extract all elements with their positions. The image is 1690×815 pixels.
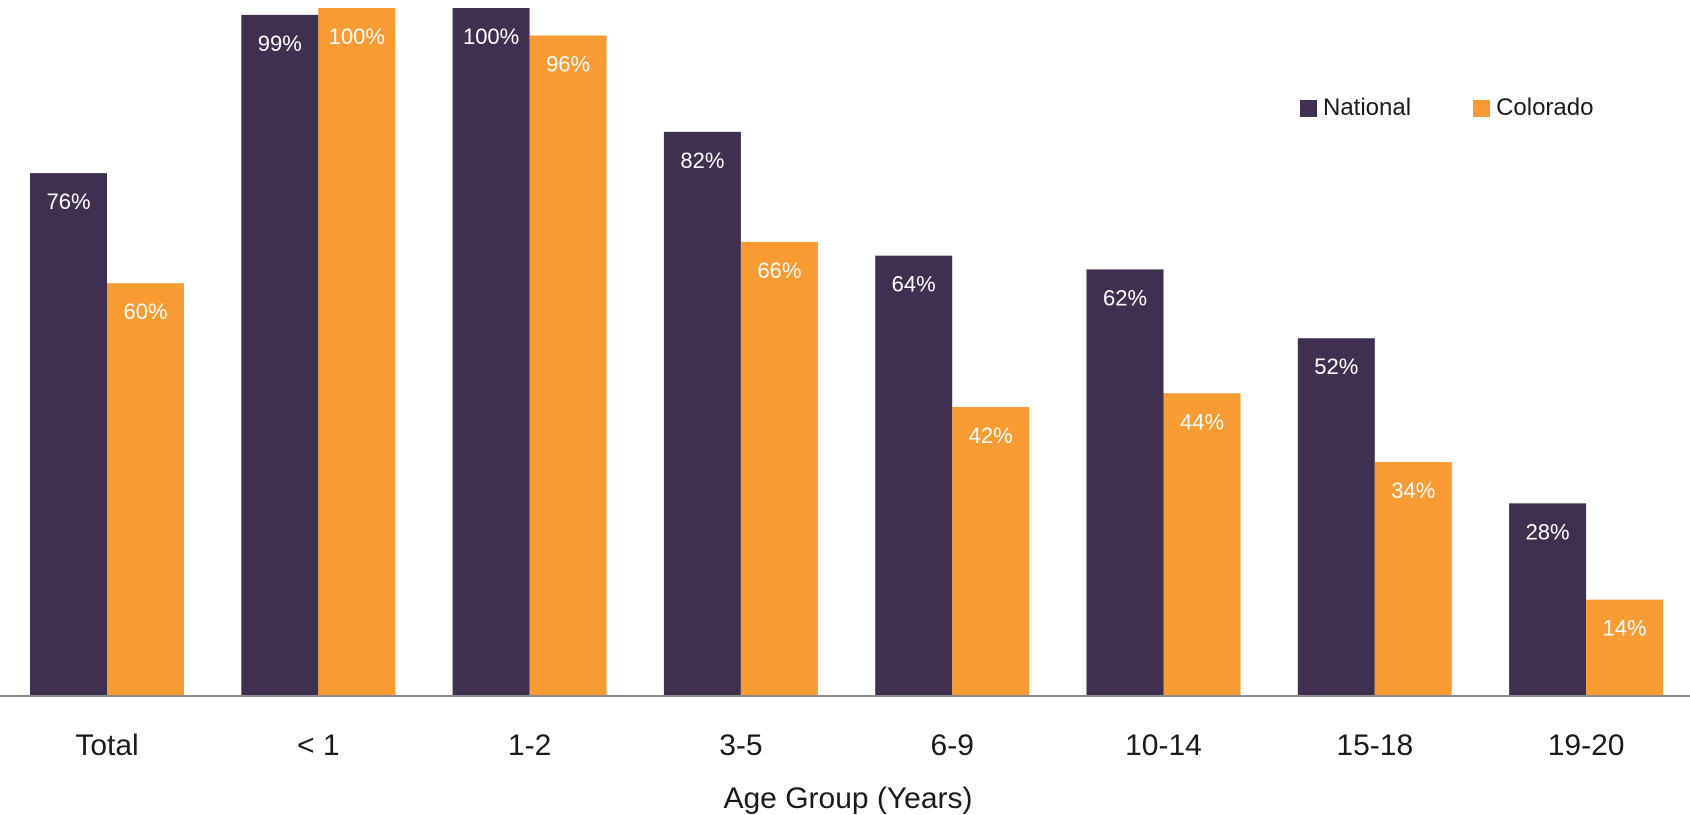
bar-colorado-0: [107, 283, 184, 696]
bar-labels-group: 76% 60% 99% 100% 100% 96% 82% 66% 64% 42% 62% 44% 52…: [46, 24, 1646, 641]
bars-group: [30, 8, 1664, 697]
data-label-national-2: 100%: [463, 24, 519, 49]
x-axis-title: Age Group (Years): [723, 782, 972, 815]
bar-national-0: [30, 173, 107, 696]
data-label-colorado-4: 42%: [969, 423, 1013, 448]
bar-colorado-7: [1586, 599, 1664, 696]
data-label-colorado-0: 60%: [123, 299, 167, 324]
x-tick-label-5: 10-14: [1125, 729, 1202, 762]
data-label-national-6: 52%: [1314, 354, 1358, 379]
bar-national-3: [663, 131, 741, 697]
legend-label-colorado: Colorado: [1496, 94, 1594, 121]
bar-national-7: [1509, 503, 1587, 696]
bar-national-6: [1297, 338, 1375, 696]
legend-swatch-colorado: [1473, 99, 1491, 117]
legend-swatch-national: [1300, 99, 1317, 117]
data-label-national-3: 82%: [680, 148, 724, 173]
data-label-colorado-3: 66%: [757, 258, 801, 283]
bar-colorado-2: [529, 35, 607, 696]
legend-item-national: National: [1300, 94, 1411, 122]
x-tick-label-6: 15-18: [1336, 729, 1413, 762]
x-tick-label-4: 6-9: [931, 729, 974, 762]
data-label-colorado-6: 34%: [1391, 478, 1435, 503]
data-label-colorado-1: 100%: [329, 24, 385, 49]
bar-national-1: [241, 14, 319, 696]
bar-colorado-6: [1374, 462, 1452, 696]
x-tick-label-7: 19-20: [1548, 729, 1625, 762]
data-label-national-0: 76%: [46, 189, 90, 214]
bar-colorado-4: [952, 407, 1030, 696]
bar-national-4: [875, 255, 953, 696]
x-tick-label-3: 3-5: [719, 729, 762, 762]
x-tick-label-2: 1-2: [508, 729, 551, 762]
bar-colorado-5: [1163, 393, 1241, 696]
data-label-colorado-5: 44%: [1180, 409, 1224, 434]
x-tick-labels: Total < 1 1-2 3-5 6-9 10-14 15-18 19-20: [75, 729, 1624, 762]
data-label-national-5: 62%: [1103, 285, 1147, 310]
legend-label-national: National: [1323, 94, 1412, 121]
bar-colorado-3: [740, 241, 818, 697]
x-tick-label-1: < 1: [297, 729, 340, 762]
legend: National Colorado: [1300, 94, 1593, 122]
data-label-national-7: 28%: [1526, 519, 1570, 544]
data-label-colorado-2: 96%: [546, 52, 590, 77]
bar-national-5: [1086, 269, 1164, 696]
bar-national-2: [452, 8, 530, 696]
legend-item-colorado: Colorado: [1473, 94, 1593, 122]
x-tick-label-0: Total: [75, 729, 138, 762]
bar-colorado-1: [318, 8, 396, 696]
data-label-national-1: 99%: [258, 31, 302, 56]
data-label-colorado-7: 14%: [1603, 616, 1647, 641]
data-label-national-4: 64%: [892, 272, 936, 297]
